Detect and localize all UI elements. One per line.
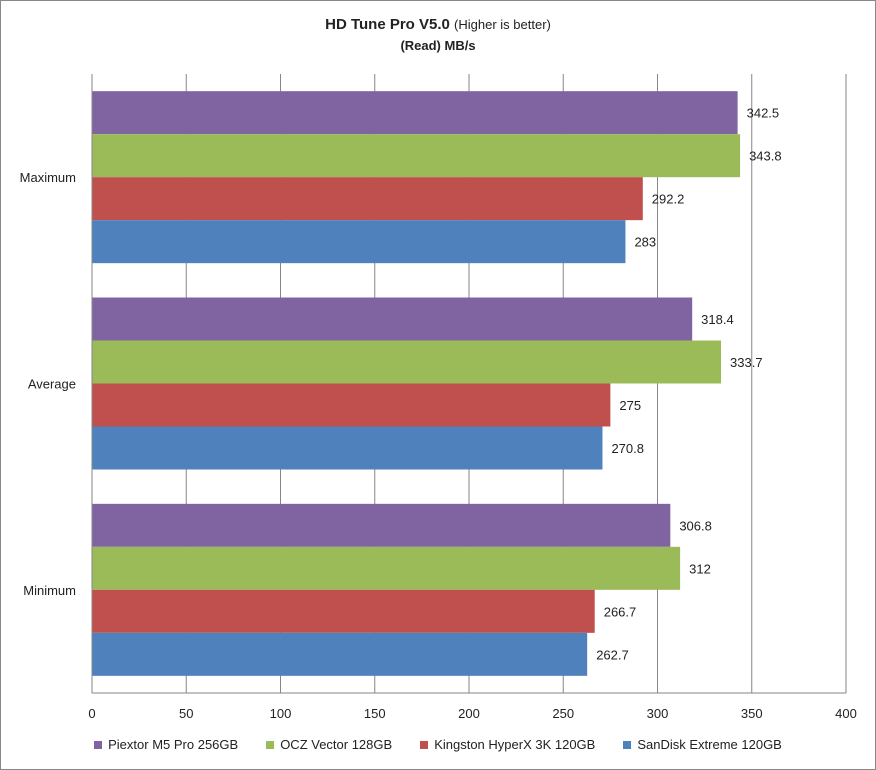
value-labels: 342.5 343.8 292.2 283 318.4 333.7 275 270.8 306.… [596, 106, 781, 663]
bar [92, 632, 588, 676]
legend-swatch [623, 740, 632, 749]
legend: Piextor M5 Pro 256GB OCZ Vector 128GB King… [1, 737, 875, 752]
bar [92, 220, 626, 264]
x-tick-label: 200 [458, 706, 480, 721]
bar-chart: 342.5 343.8 292.2 283 318.4 333.7 275 270.8 306.… [20, 74, 857, 721]
bar [92, 177, 643, 221]
title-note: (Higher is better) [454, 17, 551, 32]
x-tick-label: 250 [552, 706, 574, 721]
legend-item: Kingston HyperX 3K 120GB [420, 737, 595, 752]
bar [92, 297, 693, 341]
x-tick-label: 400 [835, 706, 857, 721]
value-label: 343.8 [749, 149, 782, 164]
legend-label: OCZ Vector 128GB [280, 737, 393, 752]
value-label: 262.7 [596, 647, 629, 662]
value-label: 275 [619, 398, 641, 413]
legend-swatch [266, 740, 275, 749]
bar [92, 91, 738, 135]
value-label: 292.2 [652, 192, 685, 207]
legend-swatch [420, 740, 429, 749]
bar [92, 383, 611, 427]
legend-item: SanDisk Extreme 120GB [623, 737, 782, 752]
x-tick-labels: 0 50 100 150 200 250 300 350 400 [88, 706, 856, 721]
bars [92, 91, 741, 676]
x-tick-label: 150 [364, 706, 386, 721]
category-label: Average [28, 377, 76, 392]
legend-label: Kingston HyperX 3K 120GB [434, 737, 596, 752]
value-label: 283 [634, 235, 656, 250]
x-tick-label: 350 [741, 706, 763, 721]
bar [92, 589, 595, 633]
x-tick-label: 50 [179, 706, 193, 721]
value-label: 333.7 [730, 355, 763, 370]
value-label: 270.8 [611, 441, 644, 456]
legend-item: OCZ Vector 128GB [266, 737, 392, 752]
bar [92, 340, 722, 384]
value-label: 318.4 [701, 312, 734, 327]
legend-label: SanDisk Extreme 120GB [637, 737, 782, 752]
value-label: 266.7 [604, 604, 637, 619]
bar [92, 546, 681, 590]
chart-subtitle: (Read) MB/s [400, 38, 476, 53]
legend-label: Piextor M5 Pro 256GB [108, 737, 239, 752]
x-tick-label: 0 [88, 706, 95, 721]
legend-swatch [94, 740, 103, 749]
axes [91, 74, 846, 694]
value-label: 312 [689, 561, 711, 576]
value-label: 342.5 [747, 106, 780, 121]
legend-item: Piextor M5 Pro 256GB [94, 737, 238, 752]
bar [92, 426, 603, 470]
x-tick-label: 300 [647, 706, 669, 721]
bar [92, 503, 671, 547]
category-label: Maximum [20, 170, 76, 185]
title-main: HD Tune Pro V5.0 [325, 16, 450, 33]
category-label: Minimum [23, 583, 76, 598]
category-labels: Maximum Average Minimum [20, 170, 76, 598]
x-tick-label: 100 [270, 706, 292, 721]
bar [92, 134, 741, 178]
value-label: 306.8 [679, 518, 712, 533]
chart-title: HD Tune Pro V5.0 (Higher is better) [1, 16, 875, 33]
